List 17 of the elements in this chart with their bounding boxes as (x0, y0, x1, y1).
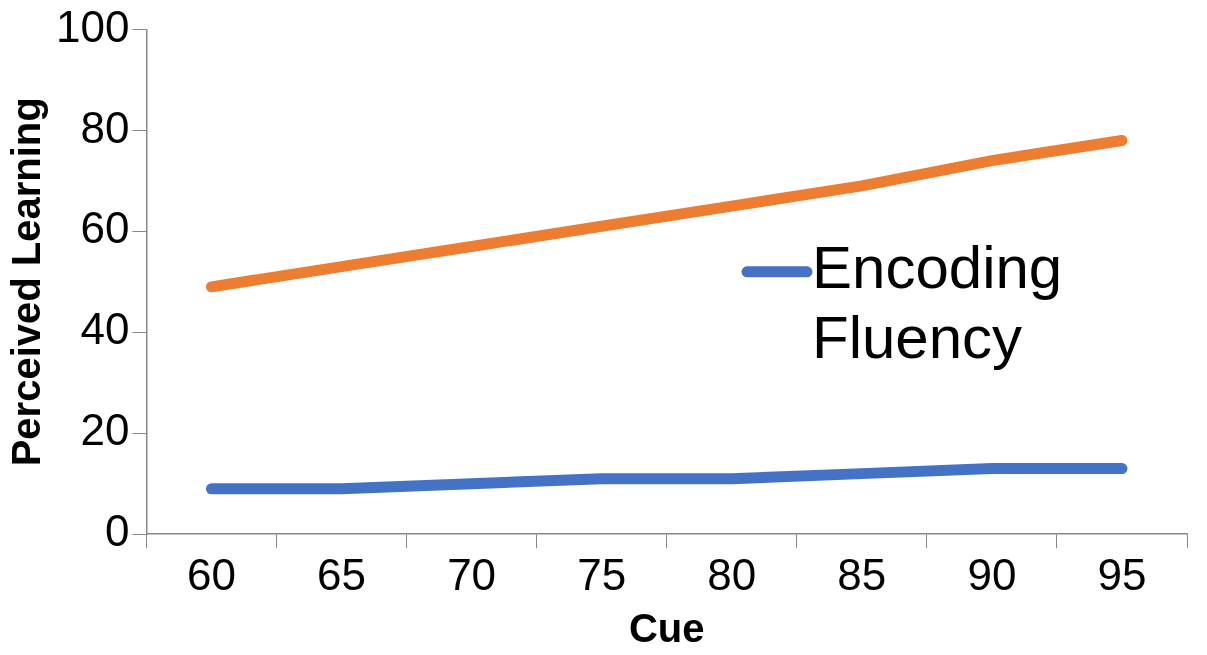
x-tick-label: 70 (447, 549, 497, 599)
x-axis-title: Cue (628, 606, 705, 651)
x-tick-label: 95 (1097, 549, 1147, 599)
y-axis-title: Perceived Learning (4, 97, 49, 467)
x-tick-label: 75 (577, 549, 627, 599)
x-tick-label: 80 (707, 549, 757, 599)
x-tick-label: 65 (317, 549, 366, 599)
y-tick-label: 100 (55, 1, 130, 51)
y-tick-label: 40 (80, 304, 130, 354)
x-tick-label: 90 (967, 549, 1017, 599)
legend-label: Encoding Fluency (812, 234, 1063, 372)
y-tick-label: 0 (104, 506, 130, 556)
y-tick-label: 20 (80, 405, 130, 455)
y-tick-label: 80 (80, 102, 130, 152)
x-tick-label: 85 (837, 549, 887, 599)
x-tick-label: 60 (186, 549, 236, 599)
y-tick-label: 60 (80, 203, 130, 253)
